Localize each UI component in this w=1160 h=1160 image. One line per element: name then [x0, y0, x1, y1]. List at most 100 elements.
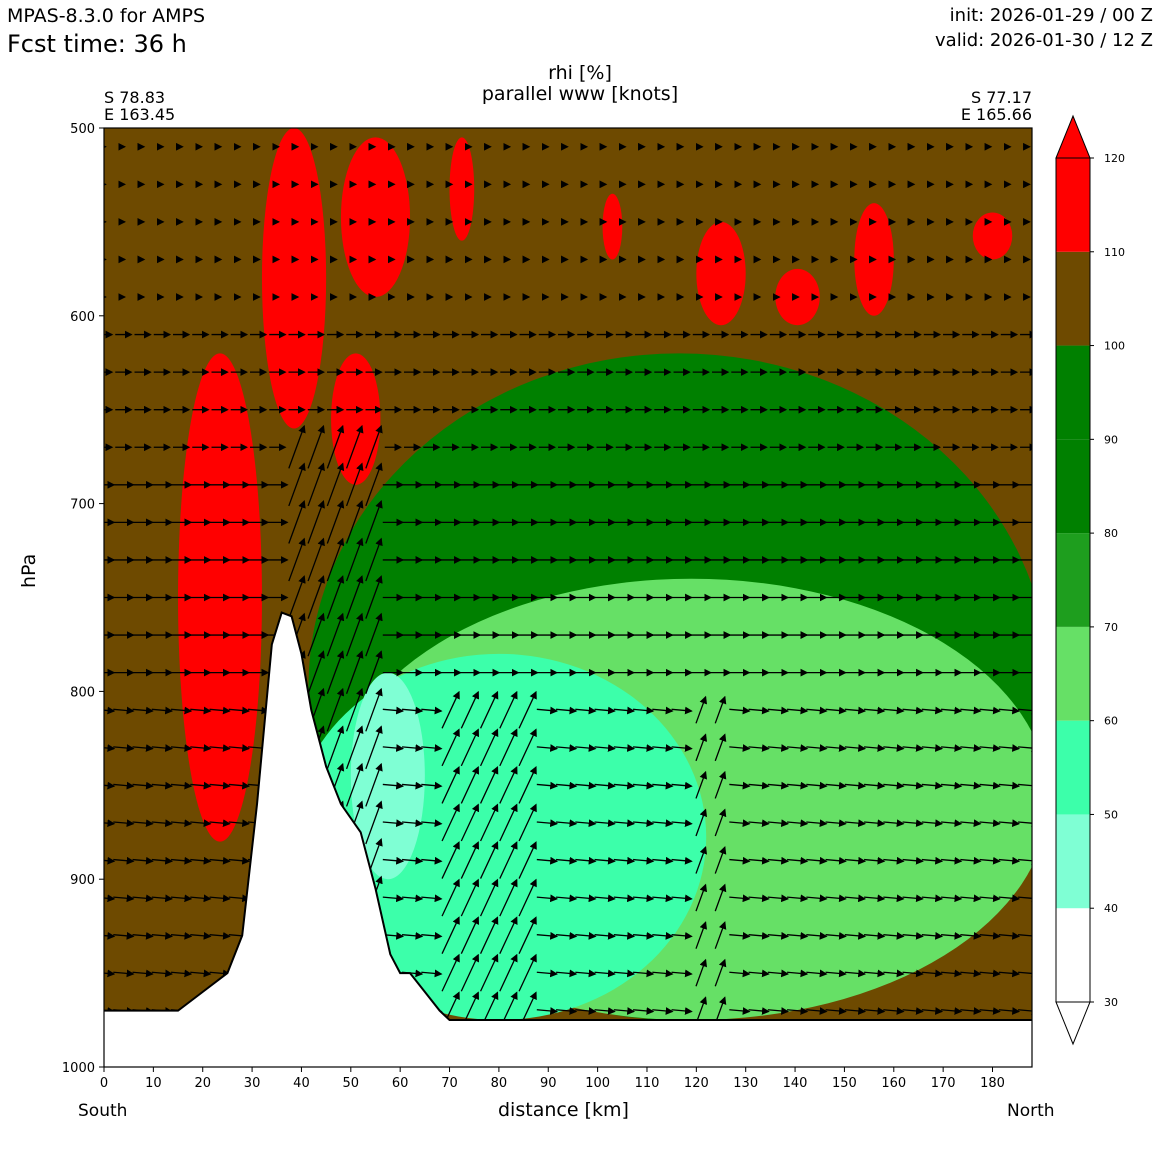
wind-arrow: [652, 1007, 674, 1015]
wind-arrow: [671, 744, 693, 752]
wind-arrow: [941, 1007, 963, 1015]
wind-arrow: [460, 728, 480, 767]
wind-arrow: [714, 846, 727, 874]
wind-arrow: [652, 856, 674, 865]
terrain-fill: [104, 612, 1032, 1067]
wind-arrow: [307, 537, 325, 582]
wind-arrow: [441, 690, 460, 729]
wind-arrow: [556, 744, 578, 752]
wind-arrow: [806, 969, 828, 978]
x-tick-label: 120: [684, 1076, 709, 1091]
wind-arrow: [401, 744, 424, 752]
wind-arrow: [326, 500, 345, 544]
wind-arrow: [883, 894, 905, 903]
wind-arrow: [518, 690, 537, 729]
wind-arrow: [345, 537, 364, 582]
wind-arrow: [787, 819, 809, 828]
y-axis-label: hPa: [18, 553, 40, 588]
wind-arrow: [345, 687, 364, 732]
wind-arrow: [326, 537, 345, 582]
wind-arrow: [479, 765, 499, 804]
wind-arrow: [307, 424, 325, 469]
wind-arrow: [401, 706, 424, 715]
wind-arrow: [787, 781, 809, 790]
wind-arrow: [633, 856, 655, 865]
wind-arrow: [441, 841, 460, 879]
wind-arrow: [401, 931, 424, 940]
plot-frame: [103, 127, 1033, 1068]
wind-arrow: [729, 931, 751, 940]
wind-arrow: [151, 706, 174, 715]
wind-arrow: [806, 931, 828, 940]
x-tick-label: 80: [491, 1076, 508, 1091]
wind-arrow: [921, 744, 944, 752]
wind-arrow: [345, 462, 364, 507]
end-latitude: S 77.17: [970, 88, 1032, 107]
wind-arrow: [326, 424, 345, 469]
wind-arrow: [288, 537, 306, 582]
forecast-time: Fcst time: 36 h: [7, 30, 187, 58]
wind-arrow: [767, 894, 790, 903]
colorbar-tick-label: 70: [1104, 621, 1118, 634]
wind-arrow: [479, 916, 499, 954]
x-tick-label: 90: [540, 1076, 557, 1091]
wind-arrow: [209, 706, 231, 715]
wind-arrow: [633, 706, 655, 715]
wind-arrow: [714, 808, 727, 837]
wind-arrow: [104, 931, 116, 940]
wind-arrow: [104, 781, 116, 790]
wind-arrow: [767, 706, 790, 715]
rhi-region-2: [261, 128, 327, 429]
wind-arrow: [652, 819, 674, 828]
wind-arrow: [365, 612, 383, 657]
wind-arrow: [729, 1007, 751, 1015]
colorbar-band: [1056, 814, 1090, 909]
wind-arrow: [844, 894, 867, 903]
wind-arrow: [401, 781, 424, 790]
y-tick-label: 600: [70, 310, 95, 325]
wind-arrow: [844, 856, 867, 865]
wind-arrow: [979, 1007, 1001, 1015]
wind-arrow: [652, 931, 674, 940]
x-tick-label: 140: [783, 1076, 808, 1091]
wind-arrow: [729, 856, 751, 865]
wind-arrow: [151, 856, 174, 865]
wind-arrow: [864, 744, 886, 752]
wind-arrow: [960, 969, 982, 978]
wind-arrow: [382, 819, 405, 828]
wind-arrow: [998, 819, 1021, 828]
wind-arrow: [902, 781, 924, 790]
wind-arrow: [594, 856, 616, 865]
wind-arrow: [1018, 706, 1032, 715]
wind-arrow: [307, 500, 325, 544]
wind-arrow: [536, 1007, 559, 1015]
wind-arrow: [441, 765, 460, 804]
wind-arrow: [652, 894, 674, 903]
wind-arrow: [729, 969, 751, 978]
wind-arrow: [479, 803, 499, 842]
wind-arrow: [695, 846, 708, 874]
wind-arrow: [767, 969, 790, 978]
wind-arrow: [104, 819, 116, 828]
wind-arrow: [883, 969, 905, 978]
wind-arrow: [825, 744, 847, 752]
wind-arrow: [460, 765, 480, 804]
wind-arrow: [613, 819, 636, 828]
wind-arrow: [998, 856, 1021, 865]
wind-arrow: [288, 462, 306, 507]
wind-arrow: [883, 856, 905, 865]
wind-arrow: [748, 744, 770, 752]
wind-arrow: [979, 781, 1001, 790]
wind-arrow: [228, 819, 251, 828]
wind-arrow: [633, 819, 655, 828]
wind-arrow: [902, 856, 924, 865]
wind-arrow: [844, 819, 867, 828]
wind-arrow: [190, 819, 212, 828]
wind-arrow: [960, 931, 982, 940]
wind-arrow: [787, 1007, 809, 1015]
wind-arrow: [921, 969, 944, 978]
wind-arrow: [170, 931, 193, 940]
wind-arrow: [421, 744, 443, 752]
wind-arrow: [864, 856, 886, 865]
